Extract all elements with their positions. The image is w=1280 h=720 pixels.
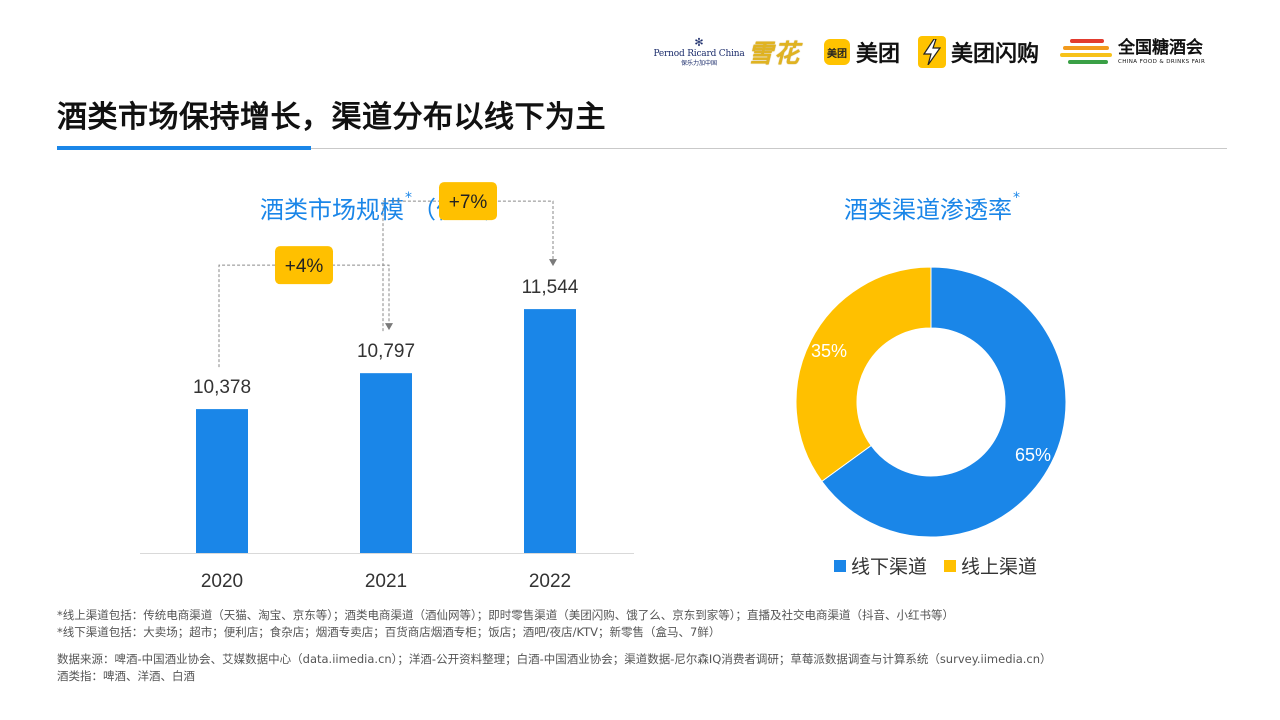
growth-badge-label-1: +4% bbox=[285, 256, 324, 277]
footnote-scope: 酒类指：啤酒、洋酒、白酒 bbox=[57, 669, 195, 683]
footnote-online-channels: *线上渠道包括：传统电商渠道（天猫、淘宝、京东等）；酒类电商渠道（酒仙网等）；即… bbox=[57, 608, 954, 622]
fair-logo-cn: 全国糖酒会 bbox=[1118, 38, 1203, 58]
donut-slice-label-1: 65% bbox=[1015, 445, 1051, 465]
meituan-logo: 美团 美团 bbox=[824, 32, 912, 72]
pernod-emblem-icon: ✻ bbox=[694, 35, 704, 49]
bar-value-label-2022: 11,544 bbox=[522, 277, 579, 298]
bar-value-label-2021: 10,797 bbox=[357, 341, 415, 362]
footnotes: *线上渠道包括：传统电商渠道（天猫、淘宝、京东等）；酒类电商渠道（酒仙网等）；即… bbox=[57, 607, 1237, 685]
x-tick-label-2021: 2021 bbox=[365, 571, 407, 592]
fair-logo-en: CHINA FOOD & DRINKS FAIR bbox=[1118, 59, 1206, 65]
growth-arrow-1 bbox=[385, 323, 393, 331]
bar-2021 bbox=[360, 373, 412, 553]
legend-swatch-2 bbox=[944, 560, 956, 572]
growth-badge-1 bbox=[275, 246, 333, 285]
title-accent-bar bbox=[57, 146, 311, 150]
growth-badge-label-2: +7% bbox=[449, 192, 488, 213]
growth-arrow-2 bbox=[549, 259, 557, 267]
meituan-logo-text: 美团 bbox=[856, 42, 901, 67]
growth-badge-2 bbox=[439, 182, 497, 221]
food-drinks-fair-logo: 全国糖酒会 CHINA FOOD & DRINKS FAIR bbox=[1060, 32, 1222, 72]
xuehua-logo-text: 雪花 bbox=[748, 39, 801, 68]
bar-chart-title-text: 酒类市场规模 bbox=[260, 196, 404, 224]
bar-2020 bbox=[196, 409, 248, 553]
footnote-data-source: 数据来源：啤酒-中国酒业协会、艾媒数据中心（data.iimedia.cn）；洋… bbox=[57, 652, 1052, 666]
bar-2022 bbox=[524, 309, 576, 553]
bar-chart-title-marker: * bbox=[405, 190, 412, 206]
pernod-logo-name: Pernod Ricard China bbox=[653, 48, 745, 59]
legend-label-2: 线上渠道 bbox=[961, 556, 1037, 578]
partner-logos: ✻ Pernod Ricard China 保乐力加中国 雪花 美团 美团 美团… bbox=[652, 32, 1222, 72]
donut-chart-title-marker: * bbox=[1013, 190, 1020, 206]
pernod-ricard-logo: ✻ Pernod Ricard China 保乐力加中国 bbox=[653, 32, 745, 72]
xuehua-logo: 雪花 bbox=[748, 32, 810, 72]
title-divider bbox=[57, 148, 1227, 149]
donut-slice-label-2: 35% bbox=[811, 341, 847, 361]
meituan-flash-logo-text: 美团闪购 bbox=[951, 42, 1040, 67]
lightning-icon bbox=[918, 36, 946, 68]
donut-slice-1 bbox=[821, 266, 1067, 538]
legend-label-1: 线下渠道 bbox=[851, 556, 927, 578]
donut-chart-title: 酒类渠道渗透率* bbox=[844, 190, 1020, 225]
pernod-logo-sub: 保乐力加中国 bbox=[680, 59, 717, 67]
fair-emblem-icon bbox=[1060, 37, 1112, 67]
page-title: 酒类市场保持增长，渠道分布以线下为主 bbox=[57, 100, 606, 135]
x-tick-label-2020: 2020 bbox=[201, 571, 243, 592]
donut-chart-title-text: 酒类渠道渗透率 bbox=[844, 196, 1012, 224]
x-tick-label-2022: 2022 bbox=[529, 571, 571, 592]
legend-swatch-1 bbox=[834, 560, 846, 572]
donut-slice-2 bbox=[795, 266, 932, 483]
meituan-flash-logo: 美团闪购 bbox=[918, 32, 1048, 72]
meituan-badge-icon: 美团 bbox=[824, 39, 850, 65]
footnote-offline-channels: *线下渠道包括：大卖场；超市；便利店；食杂店；烟酒专卖店；百货商店烟酒专柜；饭店… bbox=[57, 625, 721, 639]
bar-value-label-2020: 10,378 bbox=[193, 377, 251, 398]
